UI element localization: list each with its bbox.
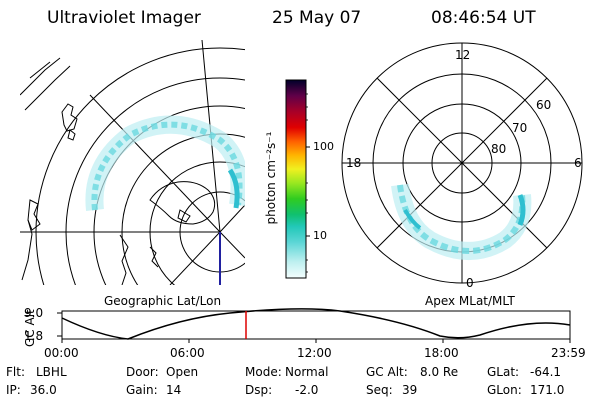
glat-label: GLat: (487, 365, 520, 379)
dsp-value: -2.0 (295, 383, 319, 397)
gcalt-value: 8.0 Re (420, 365, 459, 379)
flt-value: LBHL (36, 365, 67, 379)
mode-label: Mode: (245, 365, 282, 379)
mlt-label-6: 6 (574, 156, 582, 170)
glon-label: GLon: (487, 383, 522, 397)
glon-value: 171.0 (530, 383, 565, 397)
gcalt-label: GC Alt: (366, 365, 408, 379)
colorbar-tick-100: 100 (313, 140, 334, 153)
mlt-label-18: 18 (346, 156, 362, 170)
date-label: 25 May 07 (272, 8, 362, 28)
time-label: 08:46:54 UT (431, 8, 536, 28)
gain-value: 14 (166, 383, 182, 397)
geographic-map (20, 40, 245, 285)
flt-label: Flt: (6, 365, 25, 379)
ip-label: IP: (6, 383, 21, 397)
gain-label: Gain: (126, 383, 158, 397)
mlat-label-70: 70 (512, 121, 528, 135)
instrument-title: Ultraviolet Imager (47, 8, 201, 28)
altitude-xtick-0600: 06:00 (170, 346, 205, 360)
altitude-plot (57, 308, 571, 343)
altitude-xtick-2359: 23:59 (551, 346, 586, 360)
altitude-xtick-1800: 18:00 (424, 346, 459, 360)
colorbar-tick-10: 10 (313, 229, 327, 242)
altitude-ytick-1.8: 1.8 (24, 329, 44, 343)
aurora-oval-geographic (85, 115, 245, 211)
mlt-label-0: 0 (466, 276, 474, 290)
aurora-oval-apex (391, 183, 532, 260)
ip-value: 36.0 (30, 383, 57, 397)
mlt-label-12: 12 (455, 48, 471, 62)
colorbar-unit-label: photon cm⁻²s⁻¹ (264, 131, 278, 225)
glat-value: -64.1 (530, 365, 562, 379)
geo-panel-label: Geographic Lat/Lon (104, 294, 222, 308)
mlat-label-60: 60 (536, 98, 552, 112)
altitude-xtick-0000: 00:00 (44, 346, 79, 360)
altitude-ytick-9: 9.0 (24, 306, 44, 320)
mlat-label-80: 80 (491, 142, 507, 156)
mode-value: Normal (285, 365, 329, 379)
seq-label: Seq: (366, 383, 393, 397)
altitude-xtick-1200: 12:00 (297, 346, 332, 360)
door-value: Open (166, 365, 199, 379)
door-label: Door: (126, 365, 159, 379)
colorbar (285, 79, 310, 279)
apex-panel-label: Apex MLat/MLT (425, 294, 515, 308)
dsp-label: Dsp: (245, 383, 273, 397)
seq-value: 39 (402, 383, 418, 397)
